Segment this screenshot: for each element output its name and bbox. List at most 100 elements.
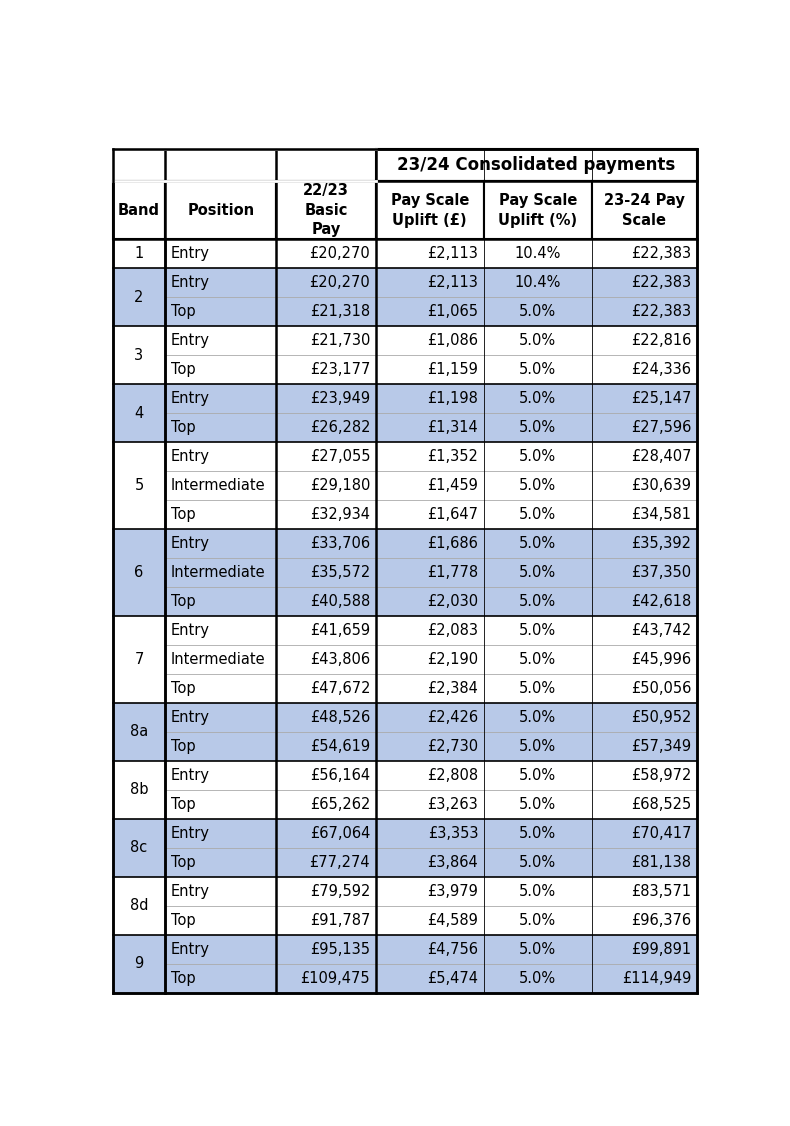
Bar bbox=[165, 964, 276, 993]
Bar bbox=[165, 906, 276, 935]
Bar bbox=[483, 327, 592, 355]
Text: £95,135: £95,135 bbox=[310, 942, 371, 957]
Bar bbox=[276, 500, 376, 529]
Bar bbox=[276, 443, 376, 471]
Text: Entry: Entry bbox=[171, 884, 209, 899]
Text: 4: 4 bbox=[134, 405, 144, 420]
Text: Entry: Entry bbox=[171, 391, 209, 406]
Bar bbox=[376, 239, 483, 268]
Bar bbox=[113, 149, 376, 181]
Text: £22,383: £22,383 bbox=[631, 247, 691, 261]
Text: 5.0%: 5.0% bbox=[519, 565, 556, 580]
Bar bbox=[483, 703, 592, 732]
Text: £40,588: £40,588 bbox=[310, 595, 371, 609]
Text: Position: Position bbox=[187, 203, 254, 217]
Text: Entry: Entry bbox=[171, 449, 209, 464]
Text: Entry: Entry bbox=[171, 333, 209, 348]
Bar bbox=[165, 443, 276, 471]
Bar bbox=[592, 674, 697, 703]
Bar bbox=[376, 877, 483, 906]
Bar bbox=[113, 355, 165, 384]
Bar bbox=[376, 413, 483, 443]
Bar bbox=[592, 181, 697, 239]
Bar bbox=[113, 587, 165, 616]
Text: £68,525: £68,525 bbox=[631, 797, 691, 812]
Bar bbox=[165, 471, 276, 500]
Bar bbox=[165, 674, 276, 703]
Text: £96,376: £96,376 bbox=[631, 913, 691, 928]
Bar bbox=[483, 906, 592, 935]
Bar bbox=[113, 443, 165, 471]
Text: 5.0%: 5.0% bbox=[519, 913, 556, 928]
Bar bbox=[376, 149, 697, 181]
Bar bbox=[376, 587, 483, 616]
Text: Top: Top bbox=[171, 595, 195, 609]
Text: Pay Scale
Uplift (£): Pay Scale Uplift (£) bbox=[390, 193, 469, 227]
Text: £33,706: £33,706 bbox=[310, 536, 371, 551]
Bar bbox=[165, 732, 276, 761]
Bar bbox=[376, 471, 483, 500]
Bar bbox=[376, 558, 483, 587]
Text: £32,934: £32,934 bbox=[310, 507, 371, 522]
Text: Entry: Entry bbox=[171, 247, 209, 261]
Text: £1,647: £1,647 bbox=[427, 507, 478, 522]
Bar bbox=[376, 268, 483, 297]
Bar bbox=[113, 384, 165, 413]
Text: Intermediate: Intermediate bbox=[171, 479, 265, 493]
Bar bbox=[165, 529, 276, 558]
Text: £48,526: £48,526 bbox=[310, 711, 371, 725]
Text: 5.0%: 5.0% bbox=[519, 971, 556, 986]
Bar bbox=[376, 848, 483, 877]
Bar bbox=[276, 964, 376, 993]
Bar bbox=[113, 616, 165, 645]
Bar bbox=[276, 413, 376, 443]
Bar bbox=[113, 239, 165, 268]
Bar bbox=[592, 443, 697, 471]
Bar bbox=[113, 181, 165, 239]
Text: £4,756: £4,756 bbox=[427, 942, 478, 957]
Text: £25,147: £25,147 bbox=[631, 391, 691, 406]
Bar bbox=[165, 413, 276, 443]
Bar bbox=[113, 500, 165, 529]
Text: 1: 1 bbox=[134, 247, 144, 261]
Text: Top: Top bbox=[171, 739, 195, 754]
Bar bbox=[276, 790, 376, 819]
Bar bbox=[483, 674, 592, 703]
Bar bbox=[483, 239, 592, 268]
Text: 5.0%: 5.0% bbox=[519, 536, 556, 551]
Bar bbox=[592, 500, 697, 529]
Text: £22,383: £22,383 bbox=[631, 275, 691, 291]
Bar bbox=[592, 848, 697, 877]
Bar bbox=[276, 327, 376, 355]
Bar bbox=[376, 181, 483, 239]
Bar bbox=[276, 674, 376, 703]
Bar bbox=[376, 443, 483, 471]
Bar bbox=[113, 732, 165, 761]
Text: £5,474: £5,474 bbox=[427, 971, 478, 986]
Bar bbox=[376, 964, 483, 993]
Bar bbox=[113, 703, 165, 732]
Bar bbox=[376, 355, 483, 384]
Text: 5.0%: 5.0% bbox=[519, 739, 556, 754]
Bar bbox=[483, 790, 592, 819]
Bar bbox=[592, 587, 697, 616]
Text: 6: 6 bbox=[134, 565, 144, 580]
Text: £3,979: £3,979 bbox=[427, 884, 478, 899]
Text: Intermediate: Intermediate bbox=[171, 652, 265, 667]
Text: 5.0%: 5.0% bbox=[519, 855, 556, 870]
Text: £58,972: £58,972 bbox=[631, 768, 691, 783]
Text: £70,417: £70,417 bbox=[631, 826, 691, 841]
Text: Entry: Entry bbox=[171, 711, 209, 725]
Bar bbox=[376, 616, 483, 645]
Text: £77,274: £77,274 bbox=[310, 855, 371, 870]
Bar bbox=[165, 268, 276, 297]
Text: £79,592: £79,592 bbox=[310, 884, 371, 899]
Bar bbox=[376, 732, 483, 761]
Text: Top: Top bbox=[171, 797, 195, 812]
Text: £1,686: £1,686 bbox=[427, 536, 478, 551]
Text: £2,384: £2,384 bbox=[427, 681, 478, 696]
Text: £27,596: £27,596 bbox=[631, 420, 691, 435]
Bar bbox=[376, 703, 483, 732]
Bar bbox=[592, 297, 697, 327]
Bar bbox=[276, 239, 376, 268]
